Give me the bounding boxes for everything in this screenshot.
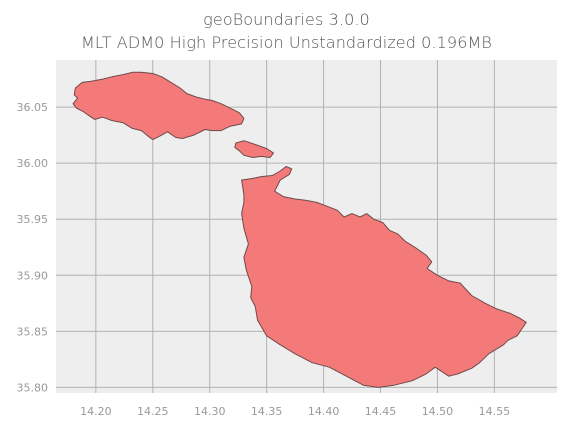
y-tick-label: 35.90: [17, 269, 49, 282]
chart-title-line-1: geoBoundaries 3.0.0: [203, 10, 370, 29]
x-tick-label: 14.40: [308, 405, 340, 418]
x-tick-label: 14.25: [137, 405, 169, 418]
x-tick-label: 14.30: [194, 405, 226, 418]
x-tick-label: 14.20: [80, 405, 112, 418]
country-boundary: [72, 71, 527, 388]
y-axis-tick-labels: 35.80 35.85 35.90 35.95 36.00 36.05: [17, 101, 49, 394]
x-axis-tick-labels: 14.20 14.25 14.30 14.35 14.40 14.45 14.50 14.55: [80, 405, 510, 418]
x-tick-label: 14.45: [365, 405, 397, 418]
x-tick-label: 14.55: [479, 405, 511, 418]
island-malta: [241, 166, 527, 388]
y-tick-label: 35.80: [17, 381, 49, 394]
island-comino: [234, 140, 274, 158]
y-tick-label: 35.95: [17, 213, 49, 226]
y-tick-label: 36.00: [17, 157, 49, 170]
y-tick-label: 35.85: [17, 325, 49, 338]
x-tick-label: 14.50: [422, 405, 454, 418]
island-gozo: [72, 71, 245, 141]
chart-title-line-2: MLT ADM0 High Precision Unstandardized 0…: [81, 33, 492, 52]
x-tick-label: 14.35: [251, 405, 283, 418]
y-tick-label: 36.05: [17, 101, 49, 114]
